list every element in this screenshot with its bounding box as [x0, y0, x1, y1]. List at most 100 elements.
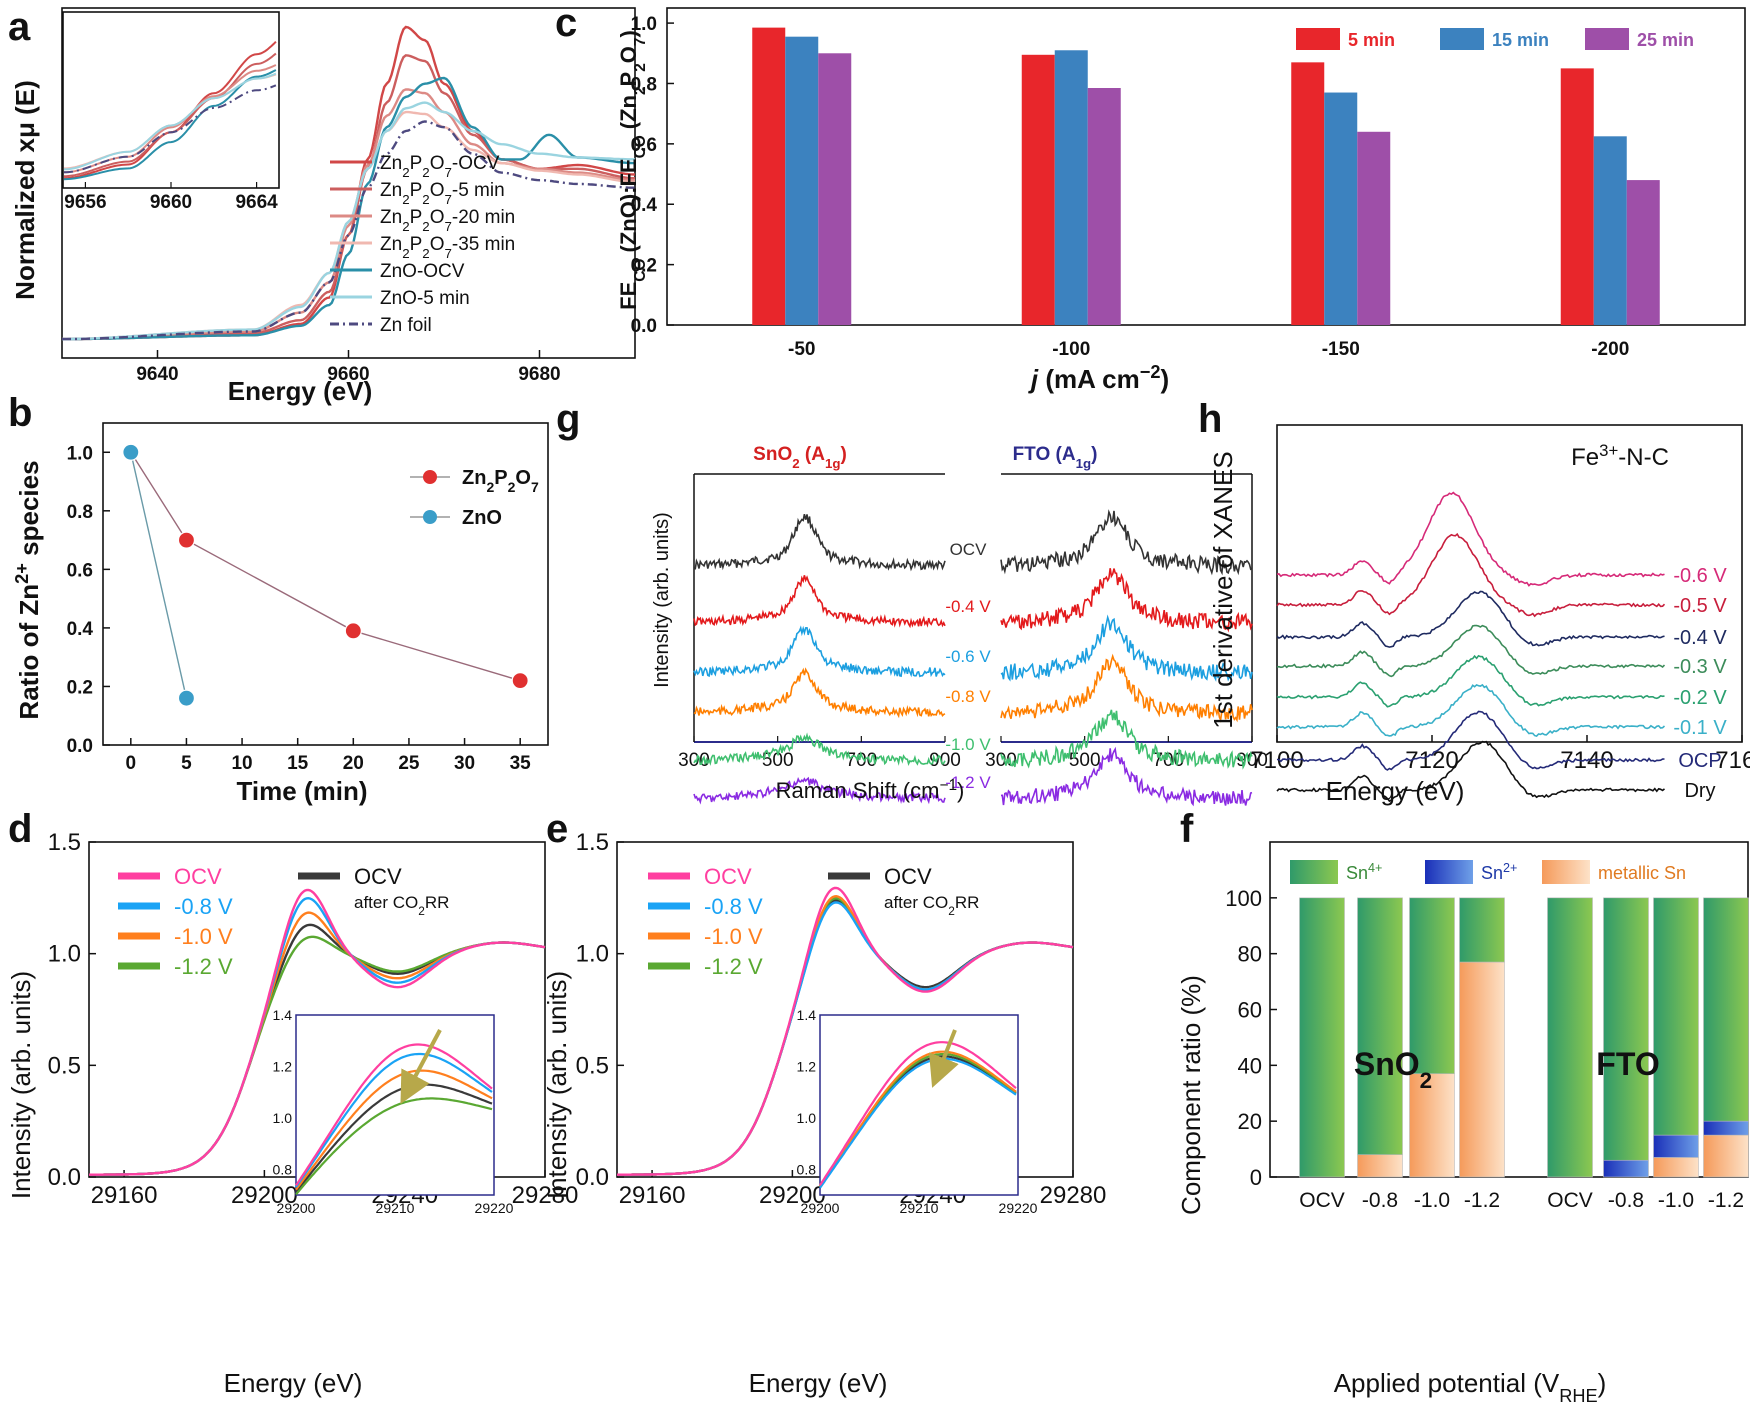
x-tick-label: 300 [985, 750, 1017, 771]
panel-h-xlabel: Energy (eV) [1326, 776, 1465, 806]
panel-e-legend: OCV -0.8 V -1.0 V -1.2 V OCV after CO2RR [648, 864, 979, 979]
panel-g-ylabel: Intensity (arb. units) [651, 512, 673, 688]
bar-segment [1459, 897, 1505, 963]
y-tick-label: 100 [1225, 886, 1262, 911]
panel-label-a: a [8, 5, 31, 49]
panel-h-series: -0.6 V -0.5 V -0.4 V -0.3 V -0.2 V -0.1 V OCP D… [1276, 491, 1727, 803]
panel-h: h 7100712071407160 -0.6 V-0.5 V-0.4 V-0.… [1198, 397, 1750, 806]
panel-label-e: e [546, 807, 568, 851]
spectrum-0 [693, 514, 946, 572]
panel-label-d: d [8, 807, 32, 851]
series-label: -0.6 V [1673, 565, 1727, 587]
inset-tick-label: 29210 [376, 1200, 415, 1216]
panel-a-x-ticks: 9640 9660 9680 [136, 350, 561, 385]
series-label: -0.4 V [945, 597, 991, 616]
bar-15-min [1593, 136, 1627, 325]
y-tick-label: 1.5 [48, 829, 81, 856]
trend-arrow [929, 1029, 959, 1088]
panel-b-ylabel: Ratio of Zn2+ species [12, 460, 44, 719]
x-tick-label: 20 [343, 753, 364, 774]
series-line-6 [62, 120, 635, 341]
inset-tick-label: 9664 [235, 192, 278, 213]
panel-c-legend: 5 min 15 min 25 min [1296, 28, 1694, 50]
panel-b-legend: Zn2P2O7 ZnO [410, 467, 539, 529]
y-tick-label: 0.2 [631, 256, 657, 277]
legend-swatch-marker [423, 510, 437, 524]
panel-a: a 9640 9660 9680 Energy (eV) Normalized xμ… [8, 5, 636, 406]
bar-segment [1299, 897, 1345, 1178]
inset-frame [819, 1014, 1019, 1196]
inset-line-1 [819, 1057, 1017, 1189]
x-tick-label: 7160 [1715, 747, 1750, 774]
x-tick-label: -0.8 [1608, 1189, 1644, 1212]
bar-15-min [785, 36, 819, 325]
bar-5-min [1560, 68, 1594, 325]
panel-label-g: g [556, 397, 580, 441]
inset-tick-label: 29220 [999, 1200, 1038, 1216]
legend-label: ZnO-OCV [380, 261, 465, 282]
series-label: -0.1 V [1673, 717, 1727, 739]
inset-tick-label: 1.2 [797, 1058, 817, 1074]
x-tick-label: 500 [1069, 750, 1101, 771]
panel-a-inset-series [63, 40, 277, 181]
panel-e: e 291602920029240292800.00.51.01.5 OCV-0… [542, 807, 1106, 1398]
y-tick-label: 20 [1238, 1109, 1262, 1134]
inset-tick-label: 0.8 [797, 1161, 817, 1177]
legend-label: metallic Sn [1598, 863, 1686, 883]
bar-5-min [1291, 62, 1325, 325]
x-tick-label: 900 [929, 750, 961, 771]
x-tick-label: 35 [510, 753, 532, 774]
bar-segment [1653, 1134, 1699, 1158]
y-tick-label: 80 [1238, 942, 1262, 967]
inset-line-2 [819, 1050, 1017, 1188]
y-tick-label: 1.0 [48, 941, 81, 968]
legend-swatch [1290, 860, 1338, 884]
trend-arrow [400, 1029, 442, 1105]
x-tick-label: 9640 [136, 364, 178, 385]
inset-line-2 [64, 64, 277, 174]
panel-label-f: f [1180, 807, 1194, 851]
y-tick-label: 0.0 [576, 1164, 609, 1191]
data-point [177, 689, 196, 707]
y-tick-label: 0.4 [631, 195, 658, 216]
legend-swatch-marker [423, 470, 437, 484]
spectrum-3 [693, 667, 946, 719]
legend-label: OCV [174, 864, 222, 889]
panel-h-axes: 7100712071407160 [1250, 424, 1750, 774]
panel-g-right-title: FTO (A1g) [1013, 444, 1098, 471]
series-label: -0.3 V [1673, 656, 1727, 678]
spectrum-1 [1000, 568, 1253, 633]
panel-label-h: h [1198, 397, 1222, 441]
spectrum-2 [693, 625, 946, 678]
x-tick-label: 9660 [327, 364, 369, 385]
inset-tick-label: 1.4 [273, 1007, 293, 1023]
panel-h-ylabel: 1st derivative of XANES [1208, 451, 1238, 728]
legend-label: -1.2 V [704, 954, 763, 979]
inset-tick-label: 1.0 [797, 1110, 817, 1126]
x-tick-label: -1.0 [1414, 1189, 1450, 1212]
x-tick-label: 700 [845, 750, 877, 771]
panel-g-left-title: SnO2 (A1g) [753, 444, 847, 471]
y-tick-label: 0.4 [67, 619, 94, 640]
inset-tick-label: 1.0 [273, 1110, 293, 1126]
legend-label: -1.0 V [174, 924, 233, 949]
bar-segment [1703, 897, 1749, 1122]
bar-segment [1603, 897, 1649, 1161]
inset-line-4 [295, 1083, 493, 1193]
inset-line-5 [63, 72, 277, 171]
x-tick-label: 25 [398, 753, 420, 774]
plot-area [694, 474, 945, 742]
bar-segment [1653, 1157, 1699, 1178]
y-tick-label: 0.6 [631, 135, 657, 156]
x-tick-label: 15 [287, 753, 309, 774]
panel-c-xlabel: j (mA cm−2) [1028, 362, 1169, 394]
data-point [177, 531, 196, 549]
panel-f-xlabel: Applied potential (VRHE) [1334, 1368, 1607, 1406]
legend-label: -0.8 V [704, 894, 763, 919]
inset-line-0 [819, 1041, 1017, 1186]
panel-e-xlabel: Energy (eV) [749, 1368, 888, 1398]
y-tick-label: 60 [1238, 998, 1262, 1023]
legend-label: Zn foil [380, 315, 432, 336]
x-tick-label: -200 [1591, 339, 1629, 360]
bar-segment [1703, 1120, 1749, 1136]
